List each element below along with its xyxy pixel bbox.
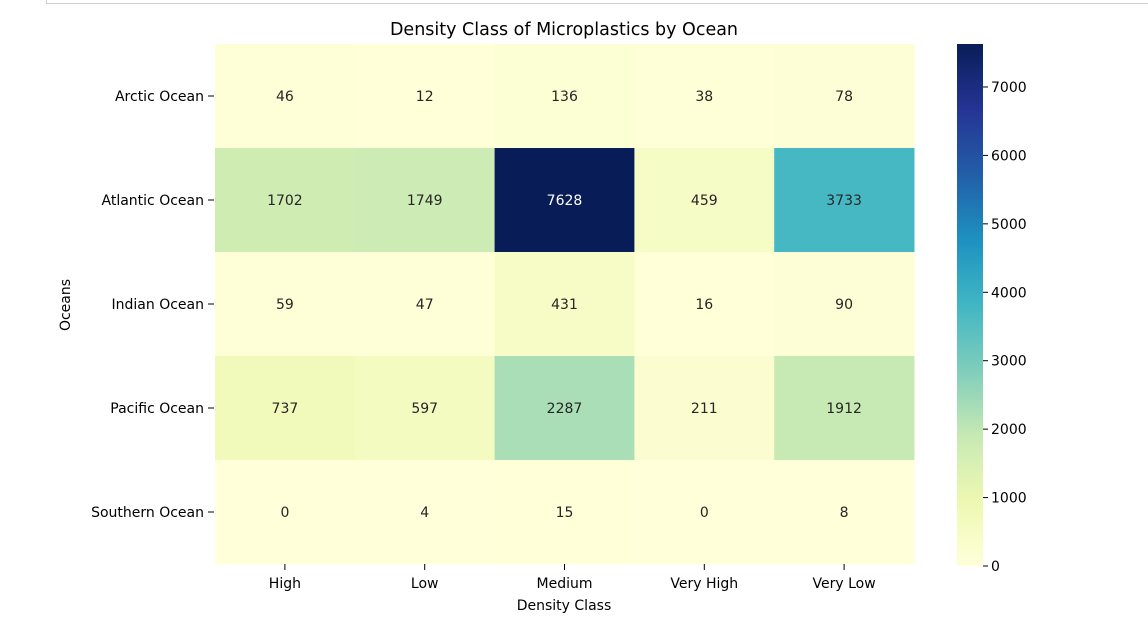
colorbar-tick-label: 1000 bbox=[991, 491, 1027, 507]
row-tick-label: Southern Ocean bbox=[91, 505, 204, 521]
x-axis-label: Density Class bbox=[517, 598, 612, 614]
heatmap-cell bbox=[774, 460, 915, 565]
cell-value-label: 0 bbox=[700, 505, 709, 521]
heatmap-cell bbox=[634, 252, 775, 357]
cell-value-label: 8 bbox=[840, 505, 849, 521]
heatmap-cells: 46 12 136 38 78 1702 1749 7628 459 3733 59 47 431 16 9… bbox=[215, 44, 915, 565]
heatmap-cell bbox=[494, 252, 635, 357]
heatmap-cell bbox=[774, 148, 915, 253]
heatmap-cell bbox=[215, 460, 356, 565]
cell-value-label: 46 bbox=[276, 89, 294, 105]
colorbar-tick-label: 3000 bbox=[991, 354, 1027, 370]
cell-value-label: 47 bbox=[416, 297, 434, 313]
row-tick-label: Arctic Ocean bbox=[115, 89, 204, 105]
row-tick-label: Indian Ocean bbox=[112, 297, 204, 313]
cell-value-label: 136 bbox=[551, 89, 578, 105]
cell-value-label: 2287 bbox=[547, 401, 583, 417]
cell-value-label: 737 bbox=[272, 401, 299, 417]
row-tick-label: Pacific Ocean bbox=[110, 401, 204, 417]
cell-value-label: 7628 bbox=[547, 193, 583, 209]
heatmap-cell bbox=[774, 356, 915, 461]
cell-value-label: 59 bbox=[276, 297, 294, 313]
heatmap-cell bbox=[494, 44, 635, 149]
heatmap-cell bbox=[215, 252, 356, 357]
cell-value-label: 78 bbox=[835, 89, 853, 105]
column-tick-label: Very Low bbox=[813, 576, 876, 592]
cell-value-label: 431 bbox=[551, 297, 578, 313]
heatmap-cell bbox=[634, 44, 775, 149]
cell-border bbox=[46, 0, 1148, 4]
heatmap-cell bbox=[634, 356, 775, 461]
heatmap-cell bbox=[774, 44, 915, 149]
colorbar-tick-label: 6000 bbox=[991, 148, 1027, 164]
heatmap-cell bbox=[354, 44, 496, 149]
heatmap-cell bbox=[634, 460, 775, 565]
heatmap-cell bbox=[354, 460, 496, 565]
heatmap-cell bbox=[215, 44, 356, 149]
heatmap-cell bbox=[354, 356, 496, 461]
cell-value-label: 1749 bbox=[407, 193, 443, 209]
column-tick-label: High bbox=[269, 576, 301, 592]
colorbar-tick-label: 7000 bbox=[991, 80, 1027, 96]
heatmap-cell bbox=[634, 148, 775, 253]
colorbar-tick-label: 5000 bbox=[991, 217, 1027, 233]
row-labels: Arctic Ocean Atlantic Ocean Indian Ocean Pa… bbox=[91, 89, 214, 521]
cell-value-label: 459 bbox=[691, 193, 718, 209]
heatmap-cell bbox=[494, 356, 635, 461]
cell-value-label: 211 bbox=[691, 401, 718, 417]
column-tick-label: Low bbox=[411, 576, 439, 592]
cell-value-label: 90 bbox=[835, 297, 853, 313]
cell-value-label: 16 bbox=[695, 297, 713, 313]
heatmap-cell bbox=[215, 356, 356, 461]
cell-value-label: 597 bbox=[411, 401, 438, 417]
column-labels: High Low Medium Very High Very Low bbox=[269, 564, 876, 592]
heatmap-cell bbox=[354, 252, 496, 357]
colorbar bbox=[957, 44, 983, 566]
heatmap-cell bbox=[215, 148, 356, 253]
cell-value-label: 0 bbox=[280, 505, 289, 521]
heatmap-cell bbox=[494, 148, 635, 253]
cell-value-label: 4 bbox=[420, 505, 429, 521]
colorbar-tick-label: 0 bbox=[991, 559, 1000, 575]
cell-value-label: 12 bbox=[416, 89, 434, 105]
cell-value-label: 1702 bbox=[267, 193, 303, 209]
colorbar-tick-label: 2000 bbox=[991, 422, 1027, 438]
heatmap-cell bbox=[774, 252, 915, 357]
cell-value-label: 38 bbox=[695, 89, 713, 105]
cell-value-label: 3733 bbox=[826, 193, 862, 209]
colorbar-ticks: 0 1000 2000 3000 4000 5000 6000 7000 bbox=[983, 80, 1027, 575]
column-tick-label: Medium bbox=[537, 576, 593, 592]
heatmap-cell bbox=[494, 460, 635, 565]
heatmap-cell bbox=[354, 148, 496, 253]
chart-title: Density Class of Microplastics by Ocean bbox=[390, 20, 738, 40]
colorbar-tick-label: 4000 bbox=[991, 285, 1027, 301]
cell-value-label: 15 bbox=[556, 505, 574, 521]
y-axis-label: Oceans bbox=[58, 279, 74, 331]
column-tick-label: Very High bbox=[670, 576, 738, 592]
row-tick-label: Atlantic Ocean bbox=[102, 193, 204, 209]
cell-value-label: 1912 bbox=[826, 401, 862, 417]
